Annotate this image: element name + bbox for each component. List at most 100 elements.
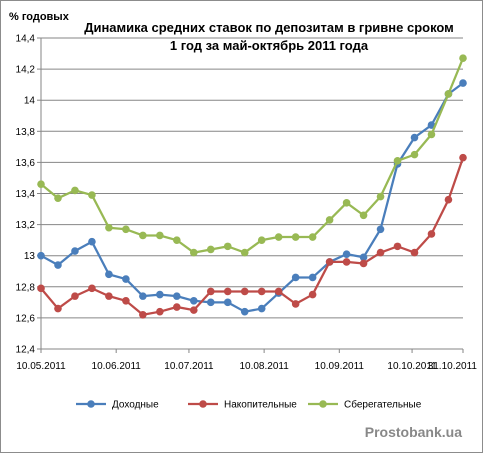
x-tick-label: 31.10.2011 — [428, 361, 478, 372]
data-point — [105, 270, 113, 279]
data-point — [444, 195, 453, 204]
data-point — [393, 157, 402, 165]
data-point — [342, 199, 351, 207]
data-point — [291, 300, 300, 308]
data-point — [139, 231, 147, 240]
data-point — [459, 79, 467, 87]
data-point — [71, 247, 79, 255]
data-point — [427, 130, 436, 139]
y-tick-label: 13,8 — [16, 127, 36, 138]
data-point — [359, 259, 368, 268]
series-line — [40, 157, 465, 316]
series-Накопительные — [37, 153, 467, 319]
data-point — [122, 296, 130, 305]
gridlines — [41, 37, 463, 319]
data-point — [173, 292, 181, 300]
chart-title-line2: 1 год за май-октябрь 2011 года — [170, 38, 369, 53]
data-point — [410, 248, 419, 257]
data-point — [325, 216, 334, 224]
series-line — [40, 57, 465, 254]
data-point — [257, 287, 266, 296]
data-point — [342, 258, 351, 266]
y-tick-label: 13,6 — [16, 158, 36, 169]
data-point — [359, 211, 368, 220]
data-point — [459, 153, 467, 162]
data-point — [359, 253, 368, 262]
data-point — [173, 303, 181, 311]
data-point — [105, 223, 113, 232]
data-point — [156, 231, 164, 240]
legend-label: Сберегательные — [344, 399, 422, 411]
data-point — [54, 261, 62, 269]
x-tick-label: 10.07.2011 — [164, 361, 214, 372]
data-point — [156, 307, 164, 316]
y-tick-labels: 12,4 12,6 12,8 13 13,2 13,4 13,6 13,8 14 14,2 14,4 — [16, 34, 41, 356]
data-point — [410, 150, 419, 159]
data-point — [444, 90, 453, 98]
data-point — [71, 292, 79, 300]
y-tick-label: 14,2 — [16, 65, 36, 76]
data-point — [240, 307, 249, 316]
legend-item: Доходные — [76, 400, 159, 411]
data-point — [291, 233, 300, 241]
legend-label: Доходные — [112, 400, 159, 411]
data-point — [156, 290, 164, 299]
series-Сберегательные — [37, 54, 467, 257]
legend: Доходные Накопительные Сберегательные — [76, 399, 422, 411]
data-point — [71, 186, 79, 195]
data-point — [139, 310, 147, 319]
legend-label: Накопительные — [224, 400, 297, 411]
data-point — [223, 242, 232, 251]
legend-item: Сберегательные — [308, 399, 422, 411]
data-point — [257, 304, 266, 313]
data-point — [206, 245, 215, 254]
data-point — [189, 248, 198, 257]
data-point — [173, 236, 181, 244]
data-point — [37, 251, 45, 260]
data-point — [206, 298, 215, 307]
data-point — [105, 292, 113, 300]
data-point — [37, 284, 45, 293]
data-point — [274, 287, 283, 296]
data-point — [393, 242, 402, 251]
data-point — [410, 133, 419, 142]
y-tick-label: 12,8 — [16, 282, 36, 293]
legend-swatch-marker — [87, 400, 95, 408]
legend-item: Накопительные — [188, 400, 297, 411]
y-tick-label: 14 — [24, 96, 36, 107]
data-point — [189, 296, 198, 305]
y-tick-label: 14,4 — [16, 34, 36, 45]
x-tick-labels: 10.05.2011 10.06.2011 10.07.2011 10.08.2011… — [16, 349, 477, 372]
data-point — [240, 248, 249, 257]
x-tick-label: 10.08.2011 — [239, 361, 289, 372]
x-tick-label: 10.09.2011 — [315, 361, 365, 372]
x-tick-label: 10.10.2011 — [387, 361, 437, 372]
data-point — [223, 298, 232, 307]
series-line — [40, 82, 464, 313]
y-tick-label: 12,6 — [16, 313, 36, 324]
data-point — [139, 292, 147, 300]
data-point — [427, 230, 436, 238]
legend-swatch-marker — [319, 400, 327, 408]
data-point — [54, 194, 62, 202]
data-point — [37, 180, 45, 188]
watermark: Prostobank.ua — [365, 424, 462, 440]
data-point — [308, 273, 317, 282]
data-point — [274, 233, 283, 241]
data-point — [325, 258, 334, 266]
data-point — [459, 54, 467, 63]
data-point — [376, 225, 385, 234]
data-point — [54, 304, 62, 313]
data-point — [223, 287, 232, 296]
data-point — [189, 306, 198, 314]
data-point — [376, 192, 385, 201]
series-Доходные — [37, 79, 467, 316]
data-point — [376, 248, 385, 257]
data-point — [240, 287, 249, 296]
chart-title-line1: Динамика средних ставок по депозитам в г… — [84, 20, 454, 35]
data-point — [122, 275, 130, 283]
data-point — [88, 237, 96, 246]
data-point — [308, 290, 317, 299]
